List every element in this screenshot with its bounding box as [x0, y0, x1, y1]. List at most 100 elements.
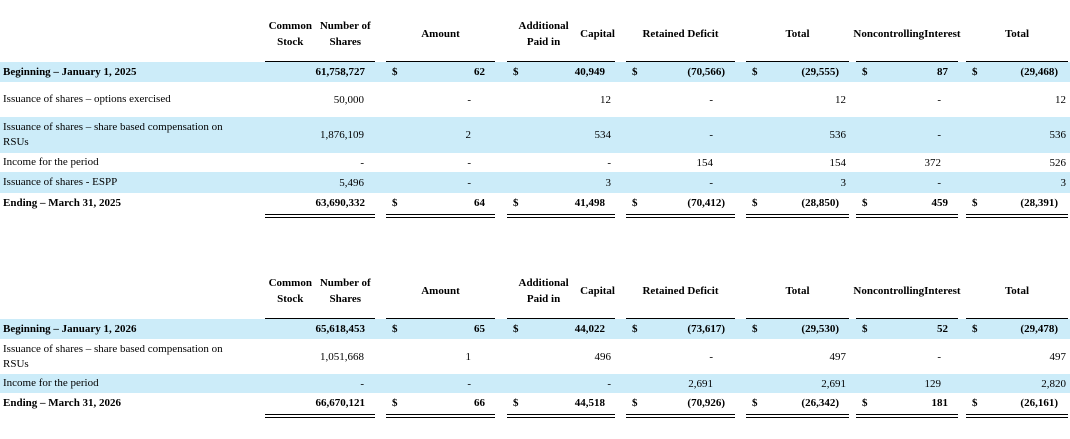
- column-header-line: Capital: [580, 285, 615, 297]
- header-underline: [626, 318, 735, 319]
- column-header-apic: Additional Paid in Capital: [507, 10, 616, 58]
- cell-total: 2,691: [821, 377, 846, 390]
- double-underline: [507, 414, 615, 418]
- cell-nci: 181: [931, 397, 949, 409]
- currency-symbol: $: [862, 197, 868, 209]
- column-header-line: Additional Paid in: [518, 20, 569, 48]
- row-label: Beginning – January 1, 2026: [3, 322, 137, 335]
- cell-amount: -: [467, 377, 471, 390]
- column-header-line: Common Stock: [268, 20, 312, 48]
- table-row: Issuance of shares – share based compens…: [0, 117, 1070, 153]
- cell-nci: 372: [924, 156, 942, 169]
- cell-retained: (70,566): [687, 66, 725, 78]
- currency-symbol: $: [752, 397, 758, 409]
- cell-apic: 40,949: [574, 66, 605, 78]
- column-header-text: Amount: [421, 285, 460, 297]
- cell-retained: 2,691: [688, 377, 713, 390]
- column-header-line: Capital: [580, 28, 615, 40]
- currency-symbol: $: [392, 323, 398, 335]
- header-underline: [507, 61, 615, 62]
- cell-total2: 536: [1049, 129, 1067, 141]
- currency-symbol: $: [972, 323, 978, 335]
- double-underline: [386, 214, 495, 218]
- column-header-total: Total: [746, 267, 849, 315]
- currency-symbol: $: [632, 397, 638, 409]
- double-underline: [386, 414, 495, 418]
- table-header: Common Stock Number of Shares Amount Additi…: [0, 10, 1070, 62]
- column-header-line: Noncontrolling: [853, 28, 925, 40]
- cell-nci: -: [937, 176, 941, 189]
- header-underline: [856, 318, 958, 319]
- currency-symbol: $: [392, 66, 398, 78]
- table-row: Ending – March 31, 2026 66,670,121 $66 $44,…: [0, 393, 1070, 413]
- table-row: Beginning – January 1, 2026 65,618,453 $65…: [0, 319, 1070, 339]
- header-underline: [746, 318, 849, 319]
- header-underline: [265, 61, 375, 62]
- double-underline: [507, 214, 615, 218]
- currency-symbol: $: [752, 323, 758, 335]
- cell-total: (29,530): [801, 323, 839, 335]
- table-row: Issuance of shares – options exercised 50…: [0, 82, 1070, 117]
- cell-nci: 87: [937, 66, 948, 78]
- column-header-total2: Total: [966, 10, 1068, 58]
- currency-symbol: $: [513, 397, 519, 409]
- double-underline: [746, 414, 849, 418]
- column-header-apic: Additional Paid in Capital: [507, 267, 616, 315]
- double-underline: [966, 214, 1068, 218]
- cell-total: (26,342): [801, 397, 839, 409]
- cell-total2: 497: [1049, 350, 1067, 363]
- cell-nci: 129: [924, 377, 942, 390]
- cell-amount: 62: [474, 66, 485, 78]
- row-label: Issuance of shares – share based compens…: [3, 342, 223, 370]
- cell-retained: (70,926): [687, 397, 725, 409]
- currency-symbol: $: [513, 197, 519, 209]
- double-underline: [856, 214, 958, 218]
- table-row: Income for the period - - - 2,691 2,691 129 2,8…: [0, 374, 1070, 393]
- cell-retained: 154: [696, 156, 714, 169]
- cell-nci: 459: [931, 197, 949, 209]
- cell-shares: 1,876,109: [320, 129, 364, 141]
- cell-total: 12: [835, 93, 846, 106]
- header-underline: [386, 318, 495, 319]
- cell-apic: -: [607, 156, 611, 169]
- column-header-line: Interest: [924, 28, 961, 40]
- cell-shares: 61,758,727: [315, 66, 366, 78]
- column-header-amount: Amount: [386, 10, 495, 58]
- currency-symbol: $: [632, 323, 638, 335]
- column-header-text: Amount: [421, 28, 460, 40]
- cell-nci: -: [937, 129, 941, 141]
- currency-symbol: $: [862, 323, 868, 335]
- currency-symbol: $: [632, 66, 638, 78]
- cell-amount: 1: [465, 350, 472, 363]
- header-underline: [856, 61, 958, 62]
- cell-total2: (29,468): [1020, 66, 1058, 78]
- cell-amount: -: [467, 176, 471, 189]
- double-underline: [265, 214, 375, 218]
- cell-apic: 41,498: [574, 197, 605, 209]
- double-underline: [265, 414, 375, 418]
- double-underline: [626, 214, 735, 218]
- column-header-line: Interest: [924, 285, 961, 297]
- currency-symbol: $: [392, 197, 398, 209]
- cell-total2: 526: [1049, 156, 1067, 169]
- cell-shares: 1,051,668: [320, 350, 364, 363]
- cell-shares: 63,690,332: [315, 197, 366, 209]
- cell-retained: (73,617): [687, 323, 725, 335]
- currency-symbol: $: [392, 397, 398, 409]
- column-header-retained: Retained Deficit: [626, 267, 735, 315]
- column-header-amount: Amount: [386, 267, 495, 315]
- column-header-line: Noncontrolling: [853, 285, 925, 297]
- column-header-text: Total: [785, 285, 810, 297]
- column-header-line: Common Stock: [268, 277, 312, 305]
- cell-nci: 52: [937, 323, 948, 335]
- column-header-line: Number of Shares: [319, 20, 371, 48]
- cell-total: 497: [829, 350, 847, 363]
- cell-shares: 50,000: [333, 93, 364, 106]
- header-underline: [626, 61, 735, 62]
- cell-total: (29,555): [801, 66, 839, 78]
- cell-total: 536: [829, 129, 847, 141]
- cell-apic: -: [607, 377, 611, 390]
- cell-amount: -: [467, 93, 471, 106]
- cell-amount: 2: [465, 129, 472, 141]
- row-label: Ending – March 31, 2026: [3, 396, 122, 409]
